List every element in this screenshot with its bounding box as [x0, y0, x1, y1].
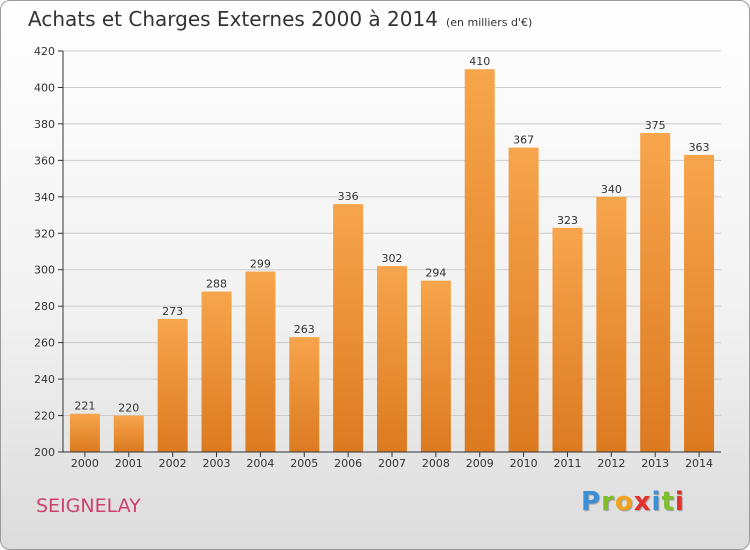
y-tick-label: 280: [34, 300, 55, 313]
bar: [201, 291, 232, 452]
y-tick-labels: 200 220 240 260 280 300 320 340 360 380 400 420: [34, 45, 55, 459]
data-label: 375: [645, 119, 666, 132]
y-tick-label: 360: [34, 154, 55, 167]
bar: [157, 318, 188, 452]
x-tick-labels: 2000 2001 2002 2003 2004 2005 2006 2007 2008 2009…: [71, 457, 713, 470]
y-tick-label: 260: [34, 337, 55, 350]
bar: [684, 154, 715, 453]
data-label: 294: [425, 267, 446, 280]
data-labels: 221 220 273 288 299 263 336 302 294 410 367 323 340 3…: [74, 55, 709, 414]
bar: [596, 196, 627, 452]
x-tick-label: 2001: [115, 457, 143, 470]
data-label: 221: [74, 400, 95, 413]
data-label: 336: [338, 190, 359, 203]
x-tick-label: 2010: [510, 457, 538, 470]
bar: [508, 147, 539, 452]
data-label: 367: [513, 134, 534, 147]
bar: [464, 69, 495, 453]
chart-title-block: Achats et Charges Externes 2000 à 2014 (e…: [28, 7, 532, 31]
chart-unit: (en milliers d'€): [445, 16, 533, 29]
bar: [377, 266, 407, 452]
x-tick-label: 2011: [553, 457, 581, 470]
y-tick-label: 200: [34, 446, 55, 459]
logo-letter: o: [614, 487, 634, 517]
y-tick-label: 420: [34, 45, 55, 58]
x-tick-label: 2008: [422, 457, 450, 470]
bar: [289, 337, 320, 452]
data-label: 273: [162, 305, 183, 318]
y-tick-label: 320: [34, 227, 55, 240]
x-tick-label: 2003: [203, 457, 231, 470]
y-tick-label: 300: [34, 264, 55, 277]
logo-letter: P: [581, 487, 602, 517]
data-label: 323: [557, 214, 578, 227]
logo-letter: t: [661, 487, 675, 517]
chart-title: Achats et Charges Externes 2000 à 2014: [28, 7, 438, 31]
bar: [245, 271, 276, 452]
bar: [69, 413, 100, 452]
y-tick-label: 240: [34, 373, 55, 386]
y-tick-label: 380: [34, 118, 55, 131]
logo-letter: i: [651, 487, 662, 517]
x-tick-label: 2007: [378, 457, 406, 470]
data-label: 299: [250, 258, 271, 271]
proxiti-logo[interactable]: Proxiti: [581, 487, 685, 517]
x-tick-label: 2013: [641, 457, 669, 470]
data-label: 288: [206, 278, 227, 291]
bars: [69, 69, 715, 453]
bar: [113, 415, 144, 452]
bar: [333, 204, 364, 452]
y-tick-label: 220: [34, 410, 55, 423]
data-label: 220: [118, 402, 139, 415]
y-tick-label: 400: [34, 81, 55, 94]
data-label: 340: [601, 183, 622, 196]
x-tick-label: 2014: [685, 457, 713, 470]
logo-letter: x: [633, 487, 652, 517]
data-label: 410: [469, 55, 490, 68]
data-label: 302: [382, 252, 403, 265]
axes: [58, 50, 721, 457]
town-name: SEIGNELAY: [36, 495, 141, 517]
bar: [640, 133, 671, 453]
data-label: 363: [689, 141, 710, 154]
data-label: 263: [294, 323, 315, 336]
logo-letter: i: [674, 487, 685, 517]
x-tick-label: 2000: [71, 457, 99, 470]
x-tick-label: 2009: [466, 457, 494, 470]
y-tick-label: 340: [34, 191, 55, 204]
x-tick-label: 2006: [334, 457, 362, 470]
x-tick-label: 2002: [159, 457, 187, 470]
bar: [420, 280, 451, 452]
x-tick-label: 2012: [597, 457, 625, 470]
x-tick-label: 2005: [290, 457, 318, 470]
logo-letter: r: [601, 487, 615, 517]
x-tick-label: 2004: [246, 457, 274, 470]
bar: [552, 227, 583, 452]
